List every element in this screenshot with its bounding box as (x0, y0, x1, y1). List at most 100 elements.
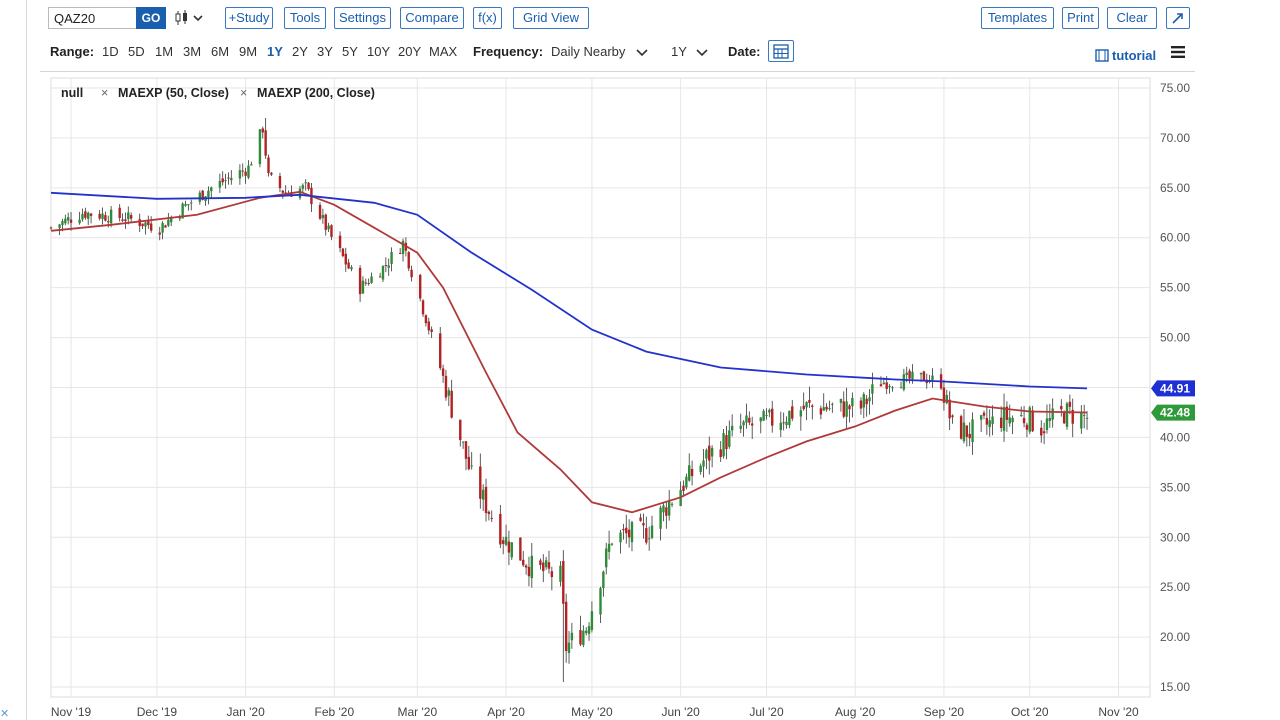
candle-body (109, 209, 113, 224)
x-tick-label: Sep '20 (924, 705, 965, 719)
candle-body (519, 537, 522, 561)
candle-body (307, 182, 310, 190)
candle-body (127, 212, 130, 220)
candle-body (788, 410, 791, 426)
candle-body (911, 371, 914, 380)
candle-body (201, 190, 204, 200)
candle-body (719, 449, 722, 458)
candle-body (410, 269, 413, 278)
candle-body (327, 225, 330, 230)
range-1y[interactable]: 1Y (267, 44, 283, 59)
candle-body (888, 385, 891, 387)
settings-button[interactable]: Settings (334, 7, 391, 29)
legend-item-main: null (61, 86, 84, 100)
candle-body (642, 523, 645, 526)
candle-body (261, 128, 264, 133)
candle-body (501, 540, 505, 544)
candle-body (281, 190, 285, 193)
hamburger-menu-icon[interactable] (1171, 46, 1185, 58)
x-tick-label: Aug '20 (835, 705, 876, 719)
range-1d[interactable]: 1D (102, 44, 119, 59)
candle-body (1082, 414, 1086, 416)
range-toolbar: Range: 1D 5D 1M 3M 6M 9M 1Y 2Y 3Y 5Y 10Y… (50, 40, 1280, 64)
candle-body (885, 382, 888, 389)
candle-body (742, 421, 745, 426)
range-5y[interactable]: 5Y (342, 44, 358, 59)
remove-study-icon[interactable]: × (240, 86, 248, 100)
candle-body (971, 419, 974, 443)
candle-body (685, 476, 688, 488)
add-study-button[interactable]: +Study (225, 7, 273, 29)
range-2y[interactable]: 2Y (292, 44, 308, 59)
candle-body (607, 543, 611, 552)
range-3m[interactable]: 3M (183, 44, 202, 59)
candle-body (550, 571, 554, 578)
candle-body (559, 565, 562, 582)
candle-body (862, 394, 866, 408)
candle-body (487, 511, 491, 514)
tutorial-link[interactable]: tutorial (1112, 48, 1157, 63)
candle-body (218, 180, 222, 188)
chevron-down-icon[interactable] (636, 48, 648, 58)
tools-button[interactable]: Tools (284, 7, 326, 29)
candle-body (808, 399, 811, 403)
candle-body (985, 418, 989, 425)
candle-body (630, 522, 634, 543)
candle-body (979, 415, 983, 420)
date-picker-button[interactable] (768, 40, 794, 62)
y-tick-label: 40.00 (1160, 430, 1190, 444)
symbol-input[interactable]: QAZ20 (48, 7, 136, 29)
function-button[interactable]: f(x) (473, 7, 502, 29)
frequency-dropdown[interactable]: Daily Nearby (551, 44, 626, 59)
period-dropdown[interactable]: 1Y (671, 44, 687, 59)
go-button[interactable]: GO (136, 7, 166, 29)
x-tick-label: Jun '20 (661, 705, 700, 719)
candle-body (1065, 403, 1069, 427)
candle-body (121, 219, 124, 221)
candle-body (650, 525, 654, 538)
candle-body (1085, 417, 1089, 419)
range-6m[interactable]: 6M (211, 44, 230, 59)
corner-close-icon[interactable]: ✕ (0, 708, 10, 720)
range-10y[interactable]: 10Y (367, 44, 391, 59)
y-tick-label: 55.00 (1160, 281, 1190, 295)
ma200-last-label: 44.91 (1151, 380, 1195, 397)
candle-body (181, 203, 184, 219)
candle-body (507, 541, 511, 553)
candle-body (1028, 407, 1031, 432)
candle-body (705, 449, 708, 459)
range-5d[interactable]: 5D (128, 44, 145, 59)
templates-button[interactable]: Templates (981, 7, 1054, 29)
remove-study-icon[interactable]: × (101, 86, 109, 100)
candle-body (765, 414, 768, 416)
clear-button[interactable]: Clear (1107, 7, 1157, 29)
grid-view-button[interactable]: Grid View (513, 7, 589, 29)
x-tick-label: Mar '20 (398, 705, 438, 719)
candle-body (301, 185, 305, 189)
range-9m[interactable]: 9M (239, 44, 258, 59)
candle-body (647, 538, 651, 540)
candle-body (230, 177, 233, 181)
range-3y[interactable]: 3Y (317, 44, 333, 59)
candle-body (690, 468, 694, 477)
candle-body (1048, 417, 1052, 422)
range-max[interactable]: MAX (429, 44, 458, 59)
candle-body (1071, 409, 1074, 424)
candle-body (341, 248, 345, 257)
print-button[interactable]: Print (1062, 7, 1099, 29)
candle-body (951, 415, 954, 418)
candle-body (582, 630, 585, 646)
range-1m[interactable]: 1M (155, 44, 174, 59)
chart-type-dropdown[interactable] (174, 9, 206, 27)
legend-item-ma50: MAEXP (50, Close) (118, 86, 229, 100)
candle-body (330, 225, 333, 237)
range-20y[interactable]: 20Y (398, 44, 422, 59)
expand-button[interactable] (1166, 7, 1190, 29)
candle-body (968, 433, 971, 439)
candle-body (1080, 411, 1083, 429)
candle-body (759, 417, 762, 422)
compare-button[interactable]: Compare (400, 7, 464, 29)
candle-body (187, 204, 190, 206)
chevron-down-icon[interactable] (696, 48, 708, 58)
